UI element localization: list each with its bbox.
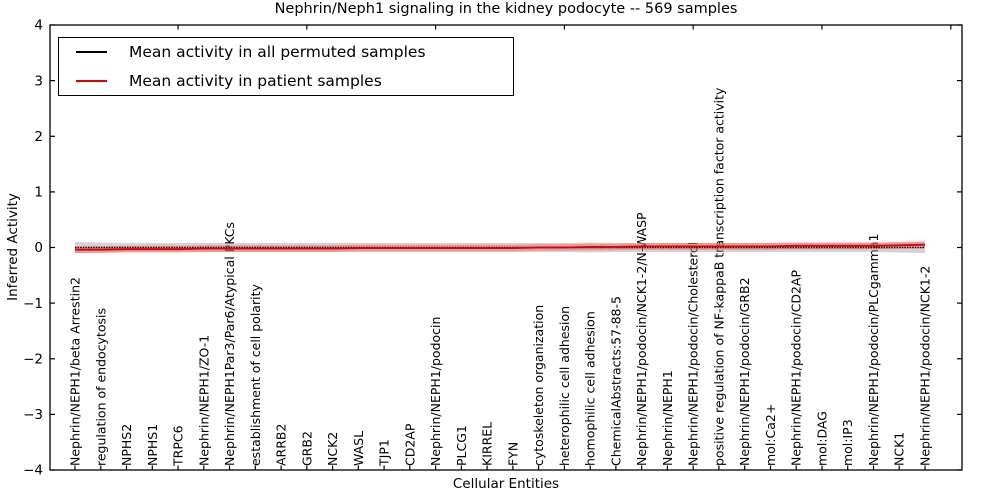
category-label: NCK1 <box>892 432 907 466</box>
patient-line-sample <box>76 79 107 82</box>
category-label: CD2AP <box>402 423 417 466</box>
permuted-line-sample <box>76 51 107 54</box>
category-label: Nephrin/NEPH1/podocin/PLCgamma1 <box>866 234 881 466</box>
legend-entry-patient: Mean activity in patient samples <box>59 72 513 90</box>
category-label: Nephrin/NEPH1 <box>660 370 675 466</box>
category-label: homophilic cell adhesion <box>583 311 598 466</box>
y-tick-label: 2 <box>34 129 43 145</box>
category-label: Nephrin/NEPH1/ZO-1 <box>196 335 211 466</box>
category-label: Nephrin/NEPH1/podocin/NCK1-2 <box>918 266 933 466</box>
category-label: FYN <box>505 442 520 466</box>
category-label: WASL <box>351 431 366 466</box>
category-label: ARRB2 <box>274 424 289 466</box>
category-label: mol:DAG <box>815 411 830 466</box>
y-tick-label: −1 <box>23 296 43 312</box>
legend: Mean activity in all permuted samples Me… <box>58 37 514 96</box>
category-label: Nephrin/NEPH1/podocin/GRB2 <box>737 277 752 466</box>
y-tick-label: 4 <box>34 18 43 34</box>
legend-entry-permuted: Mean activity in all permuted samples <box>59 43 513 61</box>
category-label: Nephrin/NEPH1/beta Arrestin2 <box>68 277 83 466</box>
y-tick-label: 0 <box>34 240 43 256</box>
y-tick-label: 1 <box>34 185 43 201</box>
category-label: cytoskeleton organization <box>531 305 546 466</box>
category-label: Nephrin/NEPH1/podocin <box>428 317 443 466</box>
category-label: mol:IP3 <box>840 419 855 466</box>
category-label: TRPC6 <box>171 425 186 467</box>
category-label: ChemicalAbstracts:57-88-5 <box>608 296 623 466</box>
category-label: NPHS1 <box>145 424 160 466</box>
category-label: NCK2 <box>325 432 340 466</box>
category-label: positive regulation of NF-kappaB transcr… <box>711 87 726 466</box>
category-label: PLCG1 <box>454 425 469 466</box>
y-tick-label: −3 <box>23 407 43 423</box>
legend-label-patient: Mean activity in patient samples <box>129 71 382 90</box>
y-tick-label: −2 <box>23 352 43 368</box>
category-label: mol:Ca2+ <box>763 404 778 466</box>
category-label: KIRREL <box>480 422 495 466</box>
x-axis-label: Cellular Entities <box>452 476 560 492</box>
patient-mean-line <box>75 243 926 251</box>
category-label: Nephrin/NEPH1/podocin/NCK1-2/N-WASP <box>634 212 649 466</box>
y-tick-label: −4 <box>23 463 43 479</box>
category-label: Nephrin/NEPH1Par3/Par6/Atypical PKCs <box>222 222 237 466</box>
y-tick-label: 3 <box>34 73 43 89</box>
category-label: Nephrin/NEPH1/podocin/Cholesterol <box>686 242 701 466</box>
category-label: regulation of endocytosis <box>93 308 108 466</box>
category-label: Nephrin/NEPH1/podocin/CD2AP <box>789 270 804 466</box>
plot-frame <box>49 24 963 471</box>
legend-label-permuted: Mean activity in all permuted samples <box>129 43 426 62</box>
chart-title: Nephrin/Neph1 signaling in the kidney po… <box>274 1 738 17</box>
category-label: heterophilic cell adhesion <box>557 306 572 466</box>
category-label: establishment of cell polarity <box>248 284 263 466</box>
category-label: GRB2 <box>299 431 314 466</box>
category-label: TJP1 <box>377 439 392 467</box>
category-label: NPHS2 <box>119 424 134 466</box>
